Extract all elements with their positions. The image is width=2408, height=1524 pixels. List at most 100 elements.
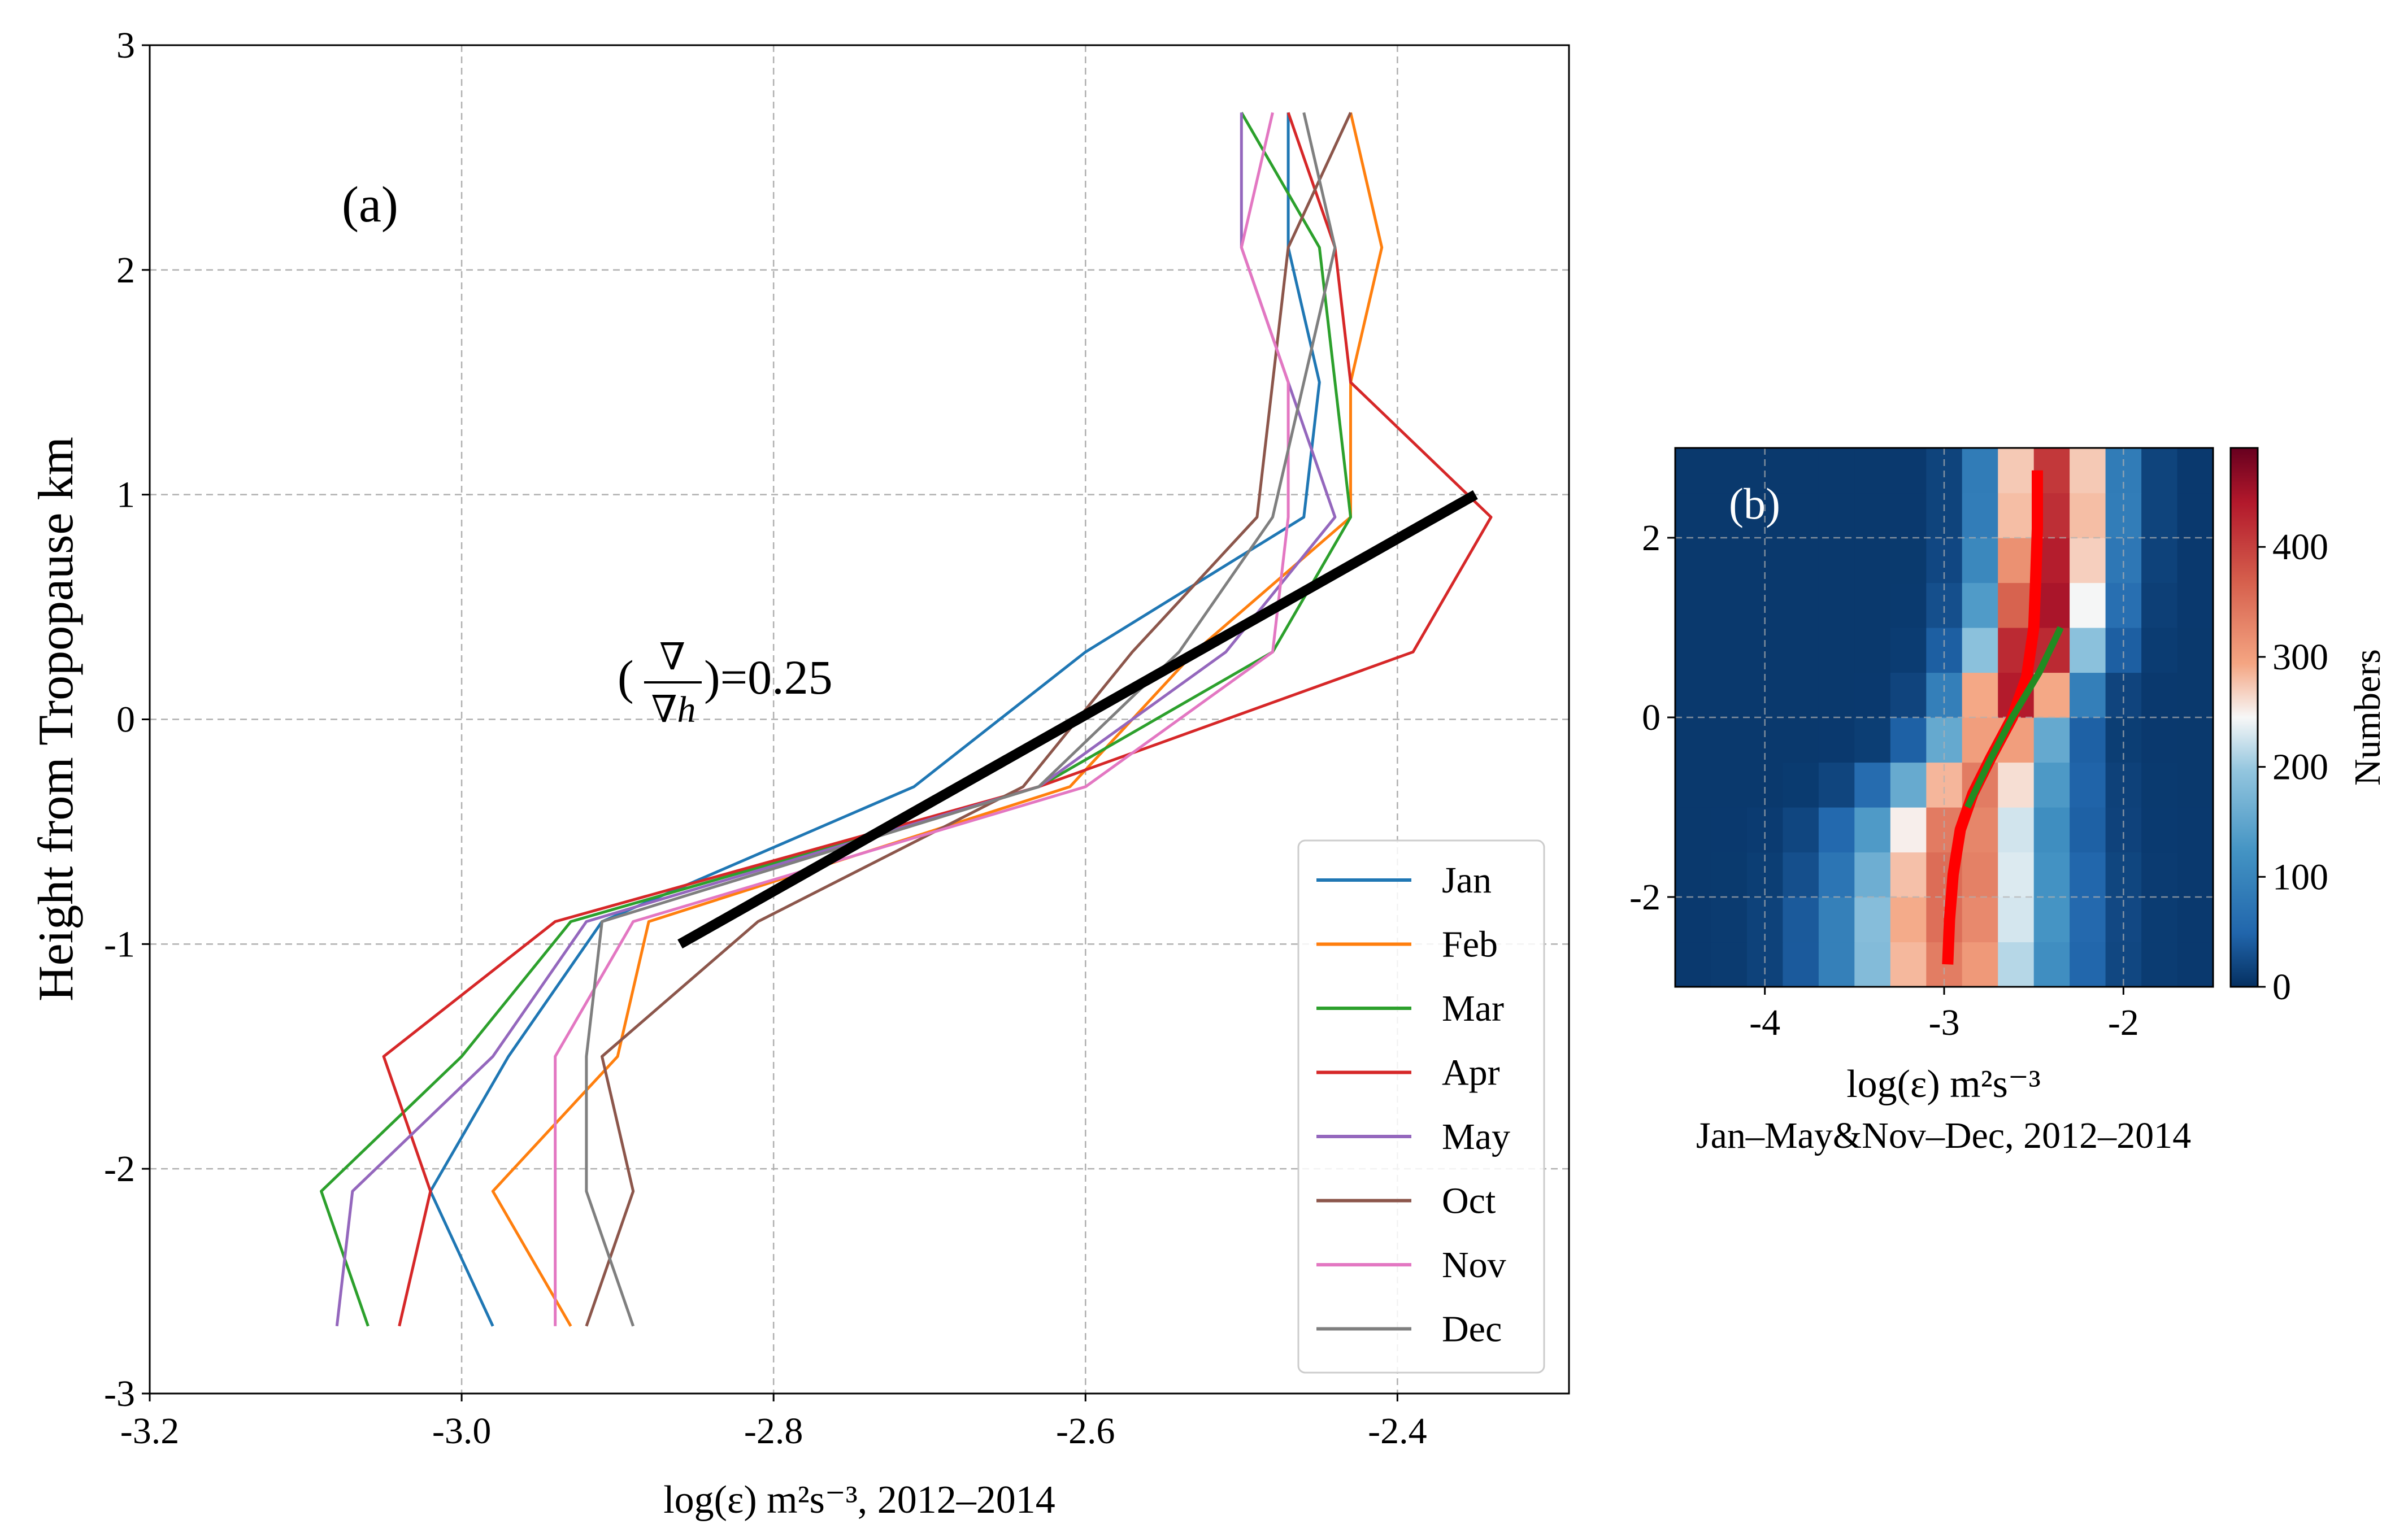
heatmap-cell [2070, 493, 2106, 538]
heatmap-cell [2177, 762, 2214, 808]
panel-b-x-axis-label-line2: Jan–May&Nov–Dec, 2012–2014 [1696, 1115, 2191, 1156]
heatmap-cell [1890, 582, 1927, 628]
linear-fit-line [677, 490, 1478, 949]
heatmap-cell [1783, 448, 1819, 494]
heatmap-cell [1890, 852, 1927, 898]
heatmap-cell [1818, 807, 1855, 853]
legend: Jan Feb Mar Apr May Oct Nov Dec [1297, 839, 1545, 1374]
heatmap-cell [1998, 852, 2035, 898]
panel-b-x-ticks: -4 -3 -2 [1749, 987, 2139, 1043]
heatmap-cell [1962, 538, 1998, 584]
heatmap-cell [1998, 493, 2035, 538]
x-tick-label: -3.0 [432, 1410, 491, 1452]
heatmap-cell [1711, 493, 1748, 538]
series-line-jan [429, 112, 1321, 1327]
heatmap-cell [1783, 762, 1819, 808]
heatmap-cell [1998, 582, 2035, 628]
heatmap-cell [1962, 628, 1998, 673]
panel-a: -3.2 -3.0 -2.8 -2.6 -2.4 -3 -2 -1 0 1 2 3 (a) ( ∇ … [29, 25, 1570, 1522]
panel-a-y-axis-label: Height from Tropopause km [29, 437, 84, 1002]
heatmap-cell [2177, 672, 2214, 718]
annotation-numerator: ∇ [659, 637, 685, 678]
heatmap-cell [1890, 717, 1927, 763]
heatmap-cell [1783, 672, 1819, 718]
heatmap-cell [1818, 762, 1855, 808]
heatmap-cell [1675, 897, 1712, 943]
panel-a-x-label-units: m²s⁻³, 2012–2014 [757, 1478, 1055, 1522]
heatmap-cell [1711, 538, 1748, 584]
heatmap-cell [2141, 493, 2178, 538]
heatmap-cell [2141, 628, 2178, 673]
b-y-tick-label: -2 [1629, 877, 1661, 918]
legend-label-feb: Feb [1442, 924, 1498, 965]
heatmap-cell [1854, 762, 1891, 808]
colorbar-tick-label: 0 [2272, 966, 2291, 1008]
b-x-tick-label: -2 [2108, 1002, 2139, 1043]
heatmap-cell [1998, 942, 2035, 987]
legend-label-mar: Mar [1442, 988, 1504, 1029]
series-line-nov [554, 112, 1290, 1326]
heatmap-cell [2070, 897, 2106, 943]
heatmap-cell [2070, 852, 2106, 898]
heatmap-cell [1711, 897, 1748, 943]
heatmap-cell [1890, 628, 1927, 673]
panel-b-heatmap-cells [1675, 448, 2214, 987]
heatmap-cell [2141, 672, 2178, 718]
heatmap-cell [1675, 717, 1712, 763]
heatmap-cell [1962, 582, 1998, 628]
heatmap-cell [1675, 852, 1712, 898]
heatmap-cell [1962, 493, 1998, 538]
heatmap-cell [1711, 582, 1748, 628]
heatmap-cell [1818, 582, 1855, 628]
heatmap-cell [1675, 807, 1712, 853]
annotation-open-paren: ( [618, 650, 634, 704]
colorbar-tick-label: 300 [2272, 637, 2328, 678]
heatmap-cell [1818, 942, 1855, 987]
colorbar-tick-label: 400 [2272, 526, 2328, 568]
panel-b: -4 -3 -2 -2 0 2 (b) log(ε) m²s⁻³ Jan–May&Nov… [1629, 447, 2388, 1156]
heatmap-cell [1675, 448, 1712, 494]
y-tick-label: -2 [104, 1148, 135, 1190]
heatmap-cell [1890, 762, 1927, 808]
x-tick-label: -3.2 [120, 1410, 179, 1452]
heatmap-cell [2141, 762, 2178, 808]
heatmap-cell [1783, 628, 1819, 673]
heatmap-cell [1962, 672, 1998, 718]
colorbar-tick-label: 100 [2272, 856, 2328, 898]
heatmap-cell [1711, 852, 1748, 898]
panel-a-gradient-annotation: ( ∇ ∇h )=0.25 [618, 637, 833, 730]
b-x-tick-label: -4 [1749, 1002, 1780, 1043]
heatmap-cell [1783, 582, 1819, 628]
heatmap-cell [2033, 672, 2070, 718]
legend-box [1297, 839, 1545, 1374]
heatmap-cell [1854, 942, 1891, 987]
y-tick-label: 3 [116, 25, 135, 66]
y-tick-label: 1 [116, 474, 135, 516]
series-line-apr [382, 112, 1493, 1327]
heatmap-cell [2070, 538, 2106, 584]
heatmap-cell [1675, 582, 1712, 628]
heatmap-cell [2070, 717, 2106, 763]
heatmap-cell [2177, 852, 2214, 898]
heatmap-cell [1998, 448, 2035, 494]
heatmap-cell [2070, 762, 2106, 808]
panel-b-x-axis-label: log(ε) m²s⁻³ [1846, 1063, 2041, 1106]
heatmap-cell [1783, 717, 1819, 763]
heatmap-cell [1854, 897, 1891, 943]
legend-label-jan: Jan [1442, 860, 1492, 901]
heatmap-cell [1711, 762, 1748, 808]
series-line-may [335, 112, 1337, 1326]
heatmap-cell [2177, 538, 2214, 584]
heatmap-cell [1818, 897, 1855, 943]
heatmap-cell [1711, 807, 1748, 853]
heatmap-cell [1675, 942, 1712, 987]
heatmap-cell [1998, 807, 2035, 853]
heatmap-cell [2070, 628, 2106, 673]
panel-b-label: (b) [1729, 479, 1780, 528]
heatmap-cell [1818, 852, 1855, 898]
heatmap-cell [2177, 493, 2214, 538]
heatmap-cell [1890, 448, 1927, 494]
heatmap-cell [2070, 807, 2106, 853]
heatmap-cell [1854, 538, 1891, 584]
